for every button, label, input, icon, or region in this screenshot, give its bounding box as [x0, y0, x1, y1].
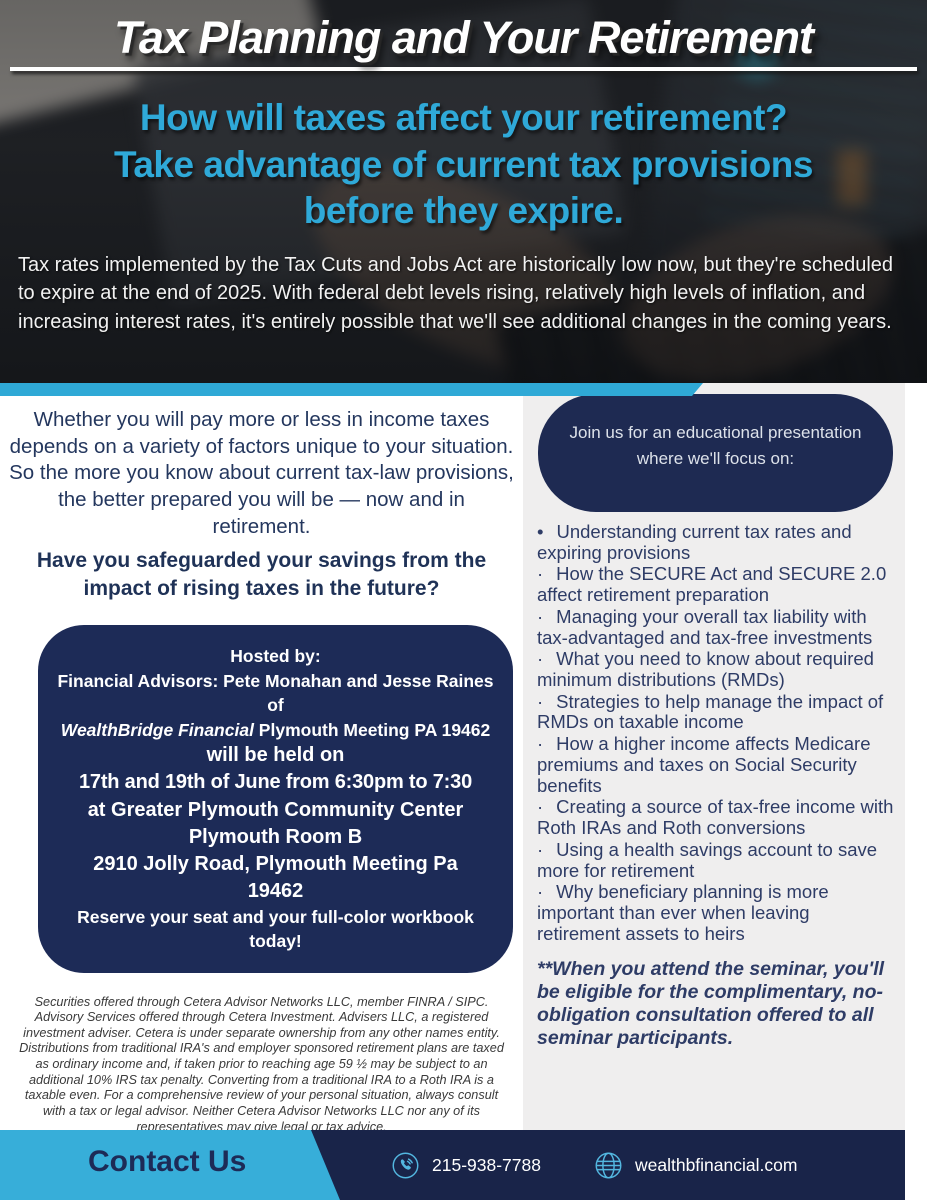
hero-headline-line-3: before they expire.: [303, 190, 624, 232]
topic-item-3: · Managing your overall tax liability wit…: [537, 605, 897, 648]
bullet-icon: ·: [537, 648, 544, 670]
bullet-icon: •: [537, 521, 544, 542]
firm-line: WealthBridge Financial Plymouth Meeting …: [50, 718, 501, 743]
contact-us-label: Contact Us: [88, 1145, 247, 1178]
topic-text: Managing your overall tax liability with…: [537, 605, 873, 648]
hero-headline: How will taxes affect your retirement? T…: [10, 95, 917, 235]
reserve-seat-line: Reserve your seat and your full-color wo…: [77, 906, 474, 952]
phone-contact: 215-938-7788: [392, 1152, 541, 1179]
blue-divider-stripe: [0, 383, 703, 396]
event-date-line: 17th and 19th of June from 6:30pm to 7:3…: [79, 771, 472, 794]
footer-blue-trapezoid: [0, 1130, 340, 1200]
hosted-by-label: Hosted by:: [230, 646, 321, 667]
website-contact: wealthbfinancial.com: [595, 1152, 797, 1179]
safeguard-question: Have you safeguarded your savings from t…: [36, 549, 487, 601]
phone-number[interactable]: 215-938-7788: [432, 1154, 541, 1175]
contact-items: 215-938-7788 wealthbfinancial.com: [392, 1130, 797, 1200]
bullet-icon: ·: [537, 605, 544, 627]
bullet-icon: ·: [537, 838, 544, 860]
topic-item-6: · How a higher income affects Medicare pr…: [537, 733, 897, 796]
held-on-line: will be held on: [206, 744, 345, 767]
advisors-line: Financial Advisors: Pete Monahan and Jes…: [57, 670, 494, 691]
firm-name: WealthBridge Financial: [60, 719, 254, 740]
left-column: Whether you will pay more or less in inc…: [0, 383, 523, 1134]
venue-line: at Greater Plymouth Community Center: [87, 798, 464, 821]
main-content: Whether you will pay more or less in inc…: [0, 383, 927, 1134]
hero-headline-line-1: How will taxes affect your retirement?: [139, 97, 788, 138]
room-line: Plymouth Room B: [188, 825, 363, 848]
compliance-disclaimer: Securities offered through Cetera Adviso…: [19, 994, 504, 1134]
right-page-margin: [905, 383, 927, 1130]
topic-text: Strategies to help manage the impact of …: [537, 690, 884, 733]
event-details-card: Hosted by: Financial Advisors: Pete Mona…: [38, 625, 513, 973]
topic-item-5: · Strategies to help manage the impact of…: [537, 690, 897, 733]
topic-item-8: · Using a health savings account to save …: [537, 838, 897, 881]
presentation-header-pill: Join us for an educational presentation …: [538, 394, 893, 512]
hero-banner: Tax Planning and Your Retirement How wil…: [0, 0, 927, 383]
topic-text: Understanding current tax rates and expi…: [537, 521, 852, 563]
topic-item-7: · Creating a source of tax-free income wi…: [537, 796, 897, 839]
left-intro-paragraph: Whether you will pay more or less in inc…: [9, 408, 514, 538]
topic-item-2: · How the SECURE Act and SECURE 2.0 affec…: [537, 564, 897, 605]
page-title: Tax Planning and Your Retirement: [114, 12, 814, 63]
address-line: 2910 Jolly Road, Plymouth Meeting Pa: [93, 852, 458, 875]
right-column: Join us for an educational presentation …: [523, 383, 905, 1130]
bullet-icon: ·: [537, 881, 544, 903]
topic-text: What you need to know about required min…: [537, 648, 874, 691]
hero-intro-paragraph: Tax rates implemented by the Tax Cuts an…: [18, 253, 894, 333]
hero-headline-line-2: Take advantage of current tax provisions: [114, 143, 813, 185]
topic-text: Why beneficiary planning is more importa…: [537, 881, 829, 944]
topics-list: • Understanding current tax rates and exp…: [523, 521, 905, 944]
bullet-icon: ·: [537, 563, 544, 585]
bullet-icon: ·: [537, 733, 544, 755]
bullet-icon: ·: [537, 690, 544, 712]
globe-icon: [595, 1152, 622, 1178]
topic-text: Creating a source of tax-free income wit…: [537, 796, 894, 839]
phone-icon: [392, 1152, 419, 1178]
website-url[interactable]: wealthbfinancial.com: [634, 1154, 798, 1175]
firm-location: Plymouth Meeting PA 19462: [253, 719, 491, 740]
title-underline: [10, 67, 917, 71]
zip-line: 19462: [247, 879, 304, 902]
of-line: of: [267, 695, 284, 716]
consultation-note: **When you attend the seminar, you'll be…: [537, 958, 885, 1050]
topic-item-4: · What you need to know about required mi…: [537, 648, 897, 691]
footer: Contact Us 215-938-7788 wealthbfinancial…: [0, 1130, 927, 1200]
topic-text: How the SECURE Act and SECURE 2.0 affect…: [537, 563, 887, 606]
topic-item-1: • Understanding current tax rates and exp…: [537, 521, 897, 563]
photo-dark-overlay: [0, 0, 927, 383]
topic-text: How a higher income affects Medicare pre…: [537, 733, 871, 796]
topic-text: Using a health savings account to save m…: [537, 838, 878, 881]
topic-item-9: · Why beneficiary planning is more import…: [537, 881, 897, 944]
bullet-icon: ·: [537, 796, 544, 818]
